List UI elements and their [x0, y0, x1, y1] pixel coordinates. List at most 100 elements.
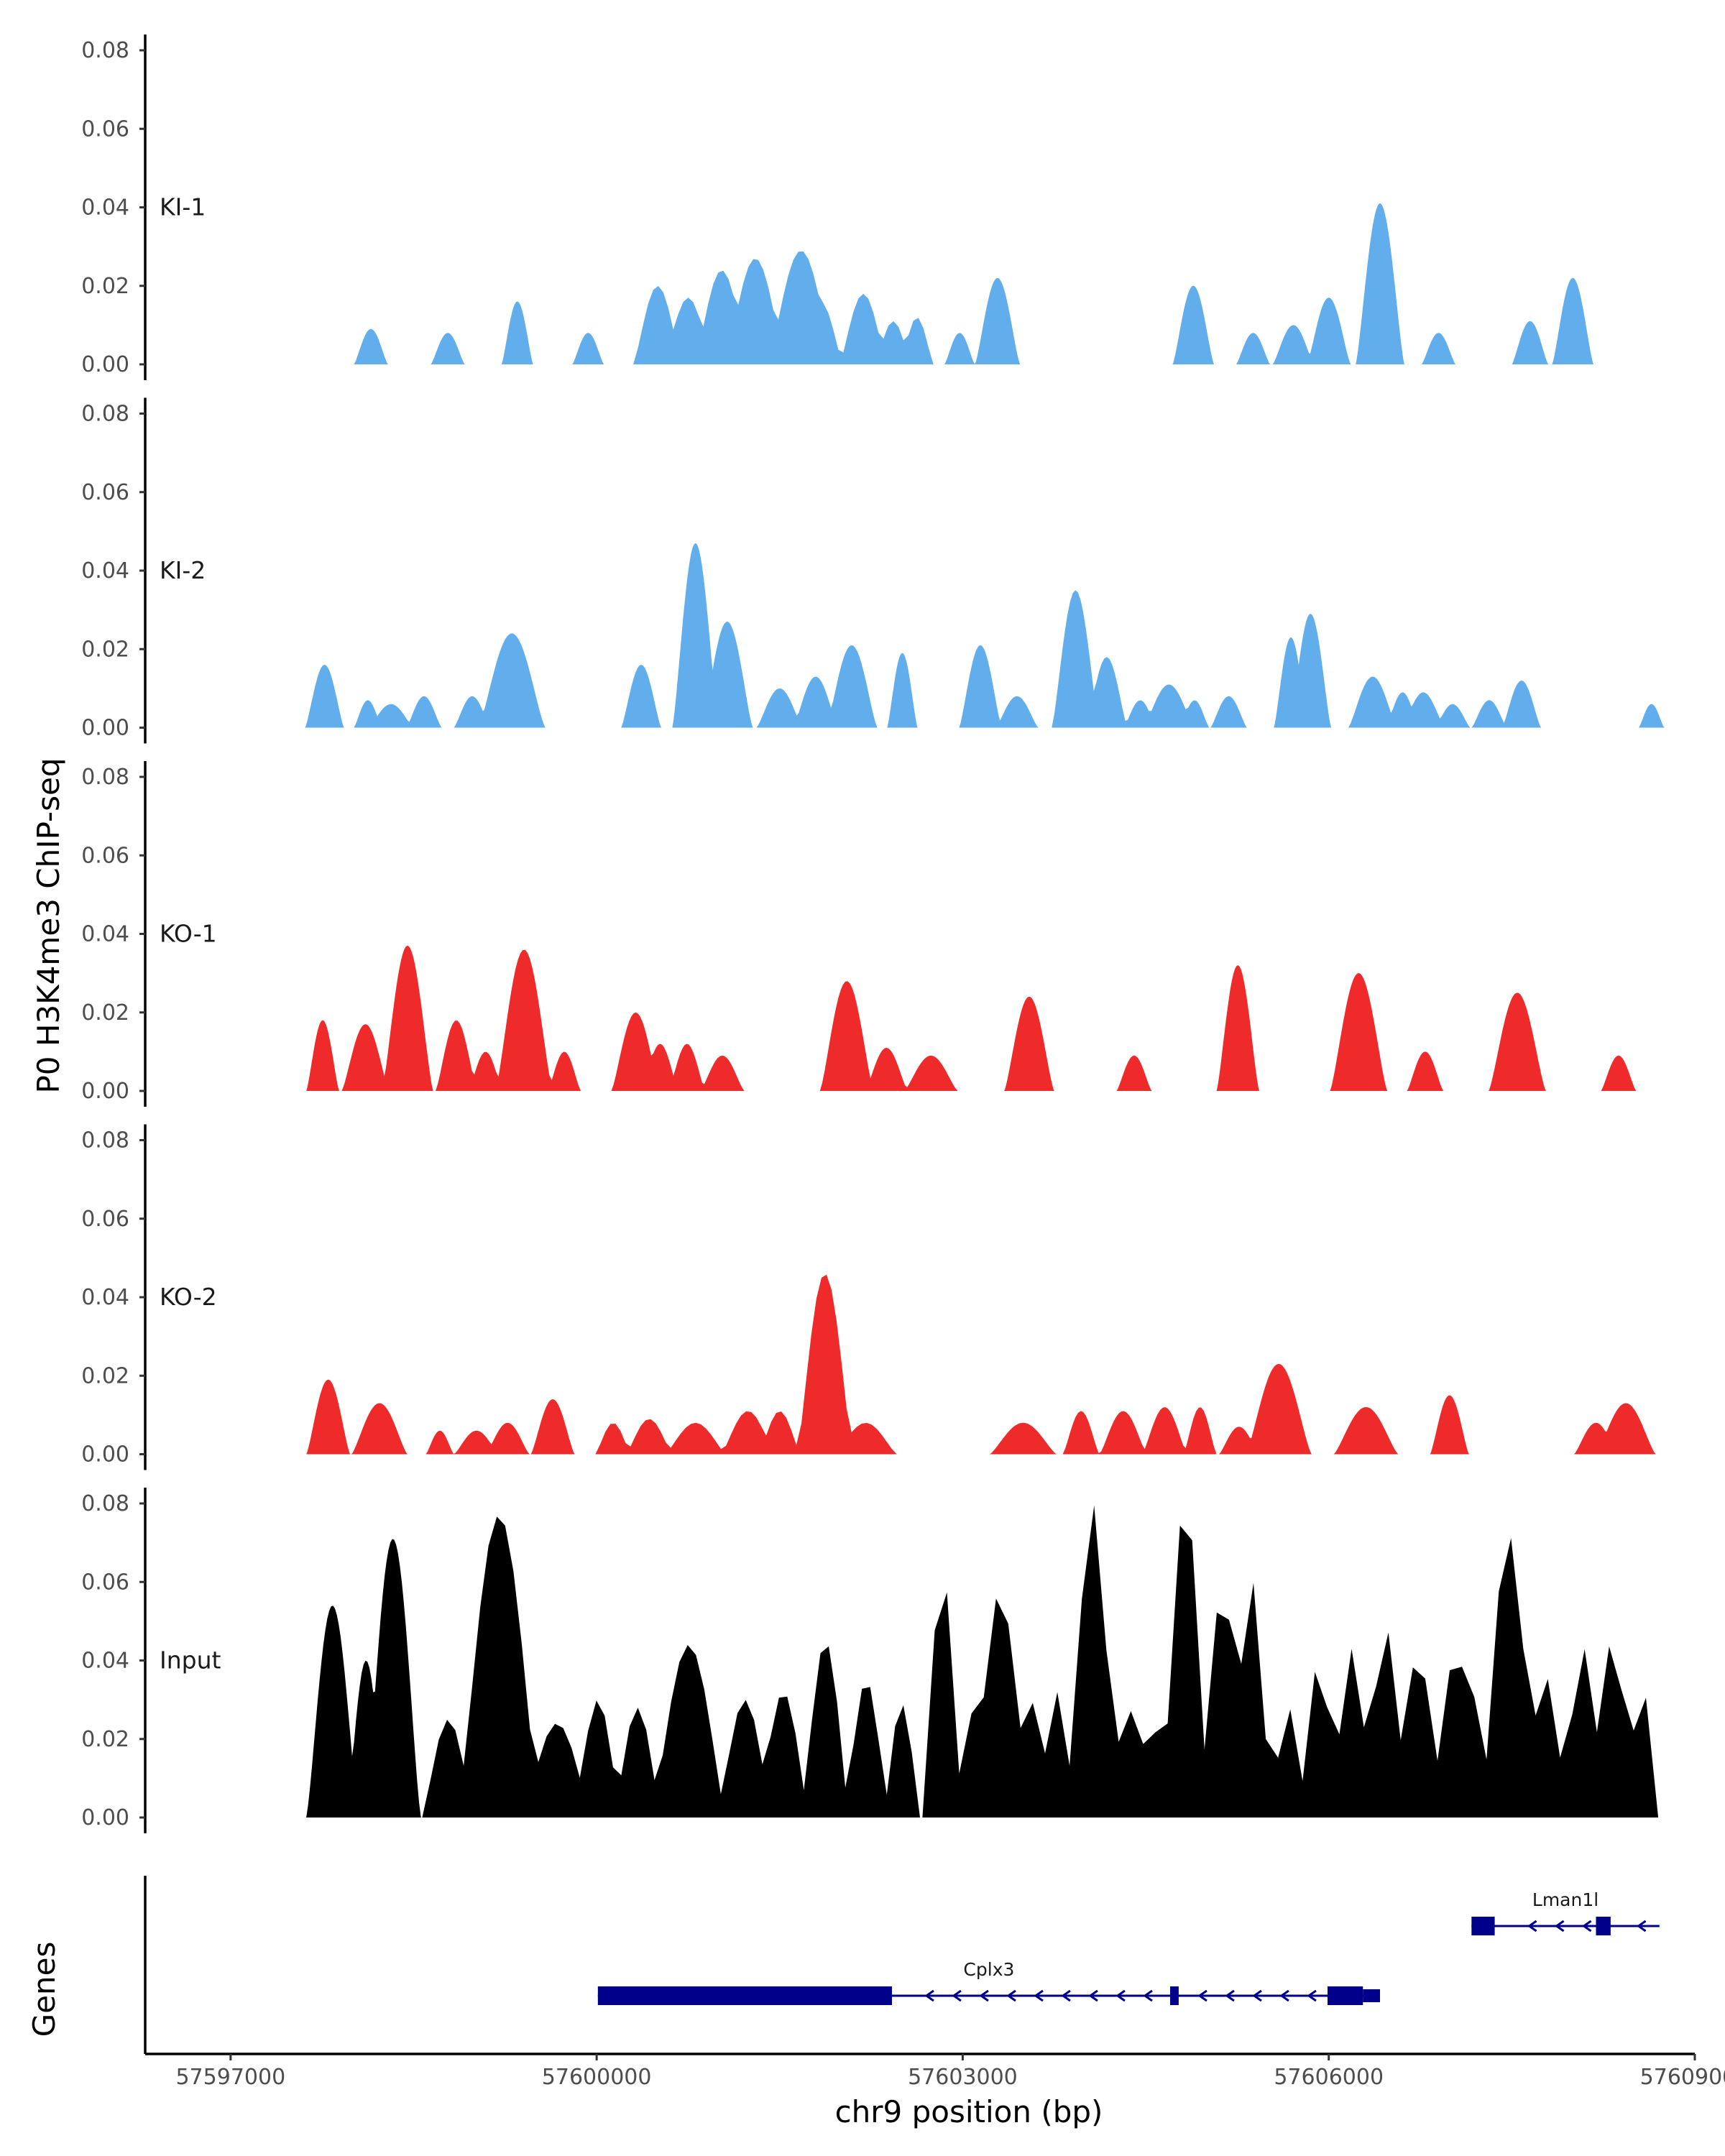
y-tick-label: 0.00: [81, 352, 129, 377]
signal-peak: [621, 665, 662, 728]
x-tick-label: 57597000: [175, 2065, 285, 2090]
gene-exon: [1363, 1989, 1381, 2002]
signal-peak: [1407, 1051, 1444, 1091]
y-tick-label: 0.02: [81, 1727, 129, 1752]
signal-peak: [1236, 333, 1271, 364]
signal-peak: [306, 1379, 351, 1455]
track-ko-1: 0.00 0.02 0.04 0.06 0.08 KO-1: [81, 761, 1637, 1107]
y-tick-label: 0.00: [81, 1079, 129, 1104]
track-ki-1: 0.00 0.02 0.04 0.06 0.08 KI-1: [81, 34, 1594, 380]
y-tick-label: 0.06: [81, 843, 129, 868]
signal-peak: [672, 543, 753, 728]
signal-peak: [1421, 333, 1456, 364]
y-tick-label: 0.04: [81, 922, 129, 947]
signal-peak: [1272, 298, 1351, 364]
signal-peak: [819, 981, 958, 1091]
strand-arrow: [1225, 1989, 1235, 2002]
x-tick-label: 57600000: [542, 2065, 652, 2090]
y-tick-label: 0.08: [81, 765, 129, 790]
y-tick-label: 0.00: [81, 1442, 129, 1468]
y-tick-label: 0.02: [81, 637, 129, 662]
signal-peak: [1116, 1055, 1152, 1091]
gene-exon: [1328, 1986, 1363, 2005]
track-ki-2: 0.00 0.02 0.04 0.06 0.08 KI-2: [81, 397, 1665, 744]
signal-peak: [431, 333, 465, 364]
signal-peak: [944, 277, 1021, 364]
gene-annotation-panel: Lman1l Cplx3: [144, 1876, 1660, 2054]
signal-peak: [595, 1274, 897, 1455]
signal-peak: [501, 301, 533, 364]
strand-arrow: [1636, 1920, 1647, 1932]
y-tick-label: 0.04: [81, 195, 129, 221]
gene-exon: [1471, 1917, 1495, 1935]
signal-peak: [1638, 704, 1665, 728]
strand-arrow: [1307, 1989, 1317, 2002]
gene-label: Cplx3: [963, 1959, 1014, 1980]
y-tick-label: 0.06: [81, 1207, 129, 1232]
track-label: KO-2: [160, 1283, 217, 1311]
strand-arrow: [1279, 1989, 1289, 2002]
x-tick-label: 57609000: [1640, 2065, 1725, 2090]
y-tick-label: 0.08: [81, 1491, 129, 1516]
tracks-layer: 0.00 0.02 0.04 0.06 0.08 KI-1 0.00 0.02 0.04 0.06…: [81, 34, 1665, 1833]
y-tick-label: 0.02: [81, 1000, 129, 1026]
y-tick-label: 0.04: [81, 1285, 129, 1310]
y-axis-title: P0 H3K4me3 ChIP-seq: [31, 757, 66, 1093]
signal-peak: [351, 1403, 408, 1455]
strand-arrow: [1061, 1989, 1071, 2002]
y-tick-label: 0.02: [81, 1363, 129, 1388]
genes-axis-title: Genes: [27, 1942, 62, 2037]
signal-peak: [922, 1505, 1659, 1818]
signal-peak: [1573, 1403, 1656, 1455]
track-input: 0.00 0.02 0.04 0.06 0.08 Input: [81, 1488, 1659, 1833]
strand-arrow: [952, 1989, 962, 2002]
x-tick-label: 57603000: [908, 2065, 1018, 2090]
signal-peak: [756, 645, 878, 728]
y-tick-label: 0.06: [81, 480, 129, 505]
strand-arrow: [1197, 1989, 1208, 2002]
signal-peak: [1356, 203, 1404, 364]
track-ko-2: 0.00 0.02 0.04 0.06 0.08 KO-2: [81, 1124, 1656, 1470]
signal-peak: [1210, 696, 1247, 728]
gene-exon: [597, 1986, 892, 2005]
y-tick-label: 0.00: [81, 1805, 129, 1830]
signal-peak: [633, 251, 934, 364]
signal-peak: [1274, 614, 1332, 728]
signal-peak: [1062, 1407, 1217, 1455]
signal-peak: [454, 633, 546, 728]
strand-arrow: [1088, 1989, 1098, 2002]
x-tick-label: 57606000: [1274, 2065, 1384, 2090]
signal-peak: [1052, 590, 1210, 728]
y-tick-label: 0.08: [81, 38, 129, 63]
strand-arrow: [924, 1989, 934, 2002]
signal-peak: [1348, 676, 1471, 728]
signal-peak: [1172, 285, 1215, 364]
y-tick-label: 0.02: [81, 274, 129, 299]
strand-arrow: [1006, 1989, 1016, 2002]
signal-peak: [341, 945, 433, 1091]
track-label: Input: [160, 1646, 221, 1674]
signal-peak: [1471, 681, 1542, 728]
y-tick-label: 0.04: [81, 558, 129, 584]
gene-cplx3: Cplx3: [597, 1959, 1381, 2005]
signal-peak: [436, 949, 581, 1091]
strand-arrow: [1252, 1989, 1262, 2002]
y-tick-label: 0.08: [81, 1128, 129, 1153]
signal-peak: [305, 665, 344, 728]
signal-peak: [887, 653, 918, 728]
signal-peak: [530, 1399, 575, 1455]
track-label: KI-1: [160, 193, 206, 221]
signal-peak: [306, 1020, 339, 1091]
signal-peak: [354, 328, 388, 364]
y-tick-label: 0.04: [81, 1649, 129, 1674]
signal-peak: [1333, 1407, 1399, 1455]
track-label: KO-1: [160, 920, 217, 948]
strand-arrow: [1527, 1920, 1537, 1932]
signal-peak: [572, 333, 604, 364]
strand-arrow: [979, 1989, 989, 2002]
strand-arrow: [1143, 1989, 1153, 2002]
signal-peak: [1216, 965, 1259, 1091]
signal-peak: [1512, 321, 1549, 364]
strand-arrow: [1116, 1989, 1126, 2002]
